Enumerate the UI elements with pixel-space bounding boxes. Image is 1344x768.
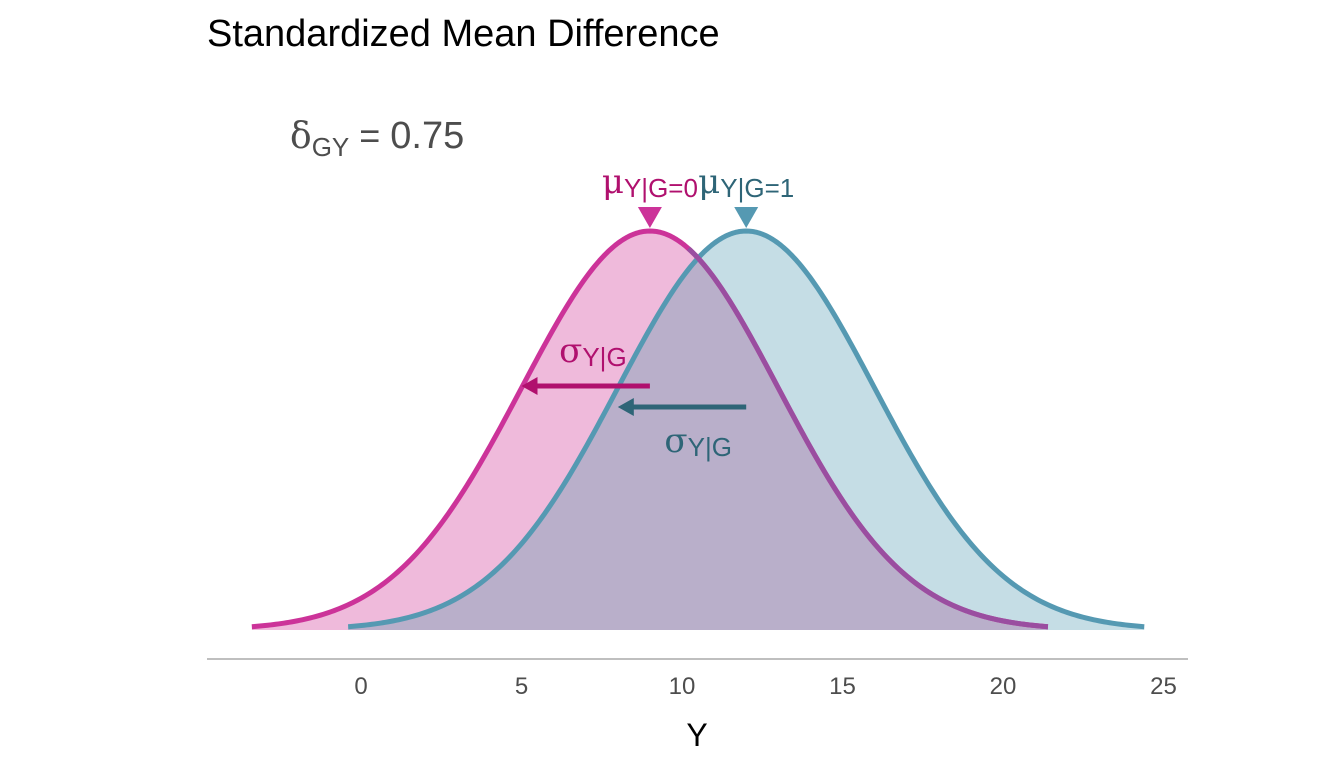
density-curve-g=1	[347, 228, 1145, 630]
sd-label-g=1: σY|G	[664, 421, 732, 462]
x-tick-label: 15	[829, 673, 856, 700]
x-tick-label: 5	[515, 673, 528, 700]
sigma-symbol: σ	[559, 331, 582, 371]
x-tick-label: 25	[1150, 673, 1177, 700]
mean-marker-g=1	[734, 207, 759, 228]
x-tick-label: 10	[669, 673, 696, 700]
mu-symbol: μ	[698, 162, 720, 202]
density-curves	[251, 228, 1145, 630]
sigma-symbol: σ	[664, 421, 687, 461]
density-curve-g0-tail	[686, 246, 1050, 630]
x-axis-label: Y	[686, 717, 707, 753]
mu-symbol: μ	[602, 162, 624, 202]
mean-label-g=1: μY|G=1	[698, 162, 794, 203]
sd-arrow-head-g=0	[521, 377, 538, 395]
mean-label-g=0: μY|G=0	[602, 162, 698, 203]
sd-arrow-head-g=1	[617, 398, 634, 416]
density-areas	[251, 231, 1145, 630]
x-tick-label: 0	[354, 673, 367, 700]
mean-marker-g=0	[637, 207, 662, 228]
delta-equals: =	[349, 115, 390, 156]
sigma-subscript: Y|G	[688, 432, 732, 462]
effect-size-label: δGY = 0.75	[290, 115, 464, 162]
mu-subscript: Y|G=0	[624, 173, 698, 203]
delta-symbol: δ	[290, 116, 312, 157]
x-tick-label: 20	[990, 673, 1017, 700]
sigma-subscript: Y|G	[582, 342, 626, 372]
mu-subscript: Y|G=1	[720, 173, 794, 203]
delta-subscript: GY	[312, 132, 350, 162]
annotation-marks: μY|G=0 μY|G=1σY|GσY|G	[521, 162, 794, 462]
x-axis: 0 5 10 15 20 25	[207, 658, 1188, 700]
chart-title: Standardized Mean Difference	[207, 13, 720, 55]
delta-value: 0.75	[390, 115, 464, 157]
sd-label-g=0: σY|G	[559, 331, 627, 372]
density-overlap-area	[348, 258, 1048, 630]
